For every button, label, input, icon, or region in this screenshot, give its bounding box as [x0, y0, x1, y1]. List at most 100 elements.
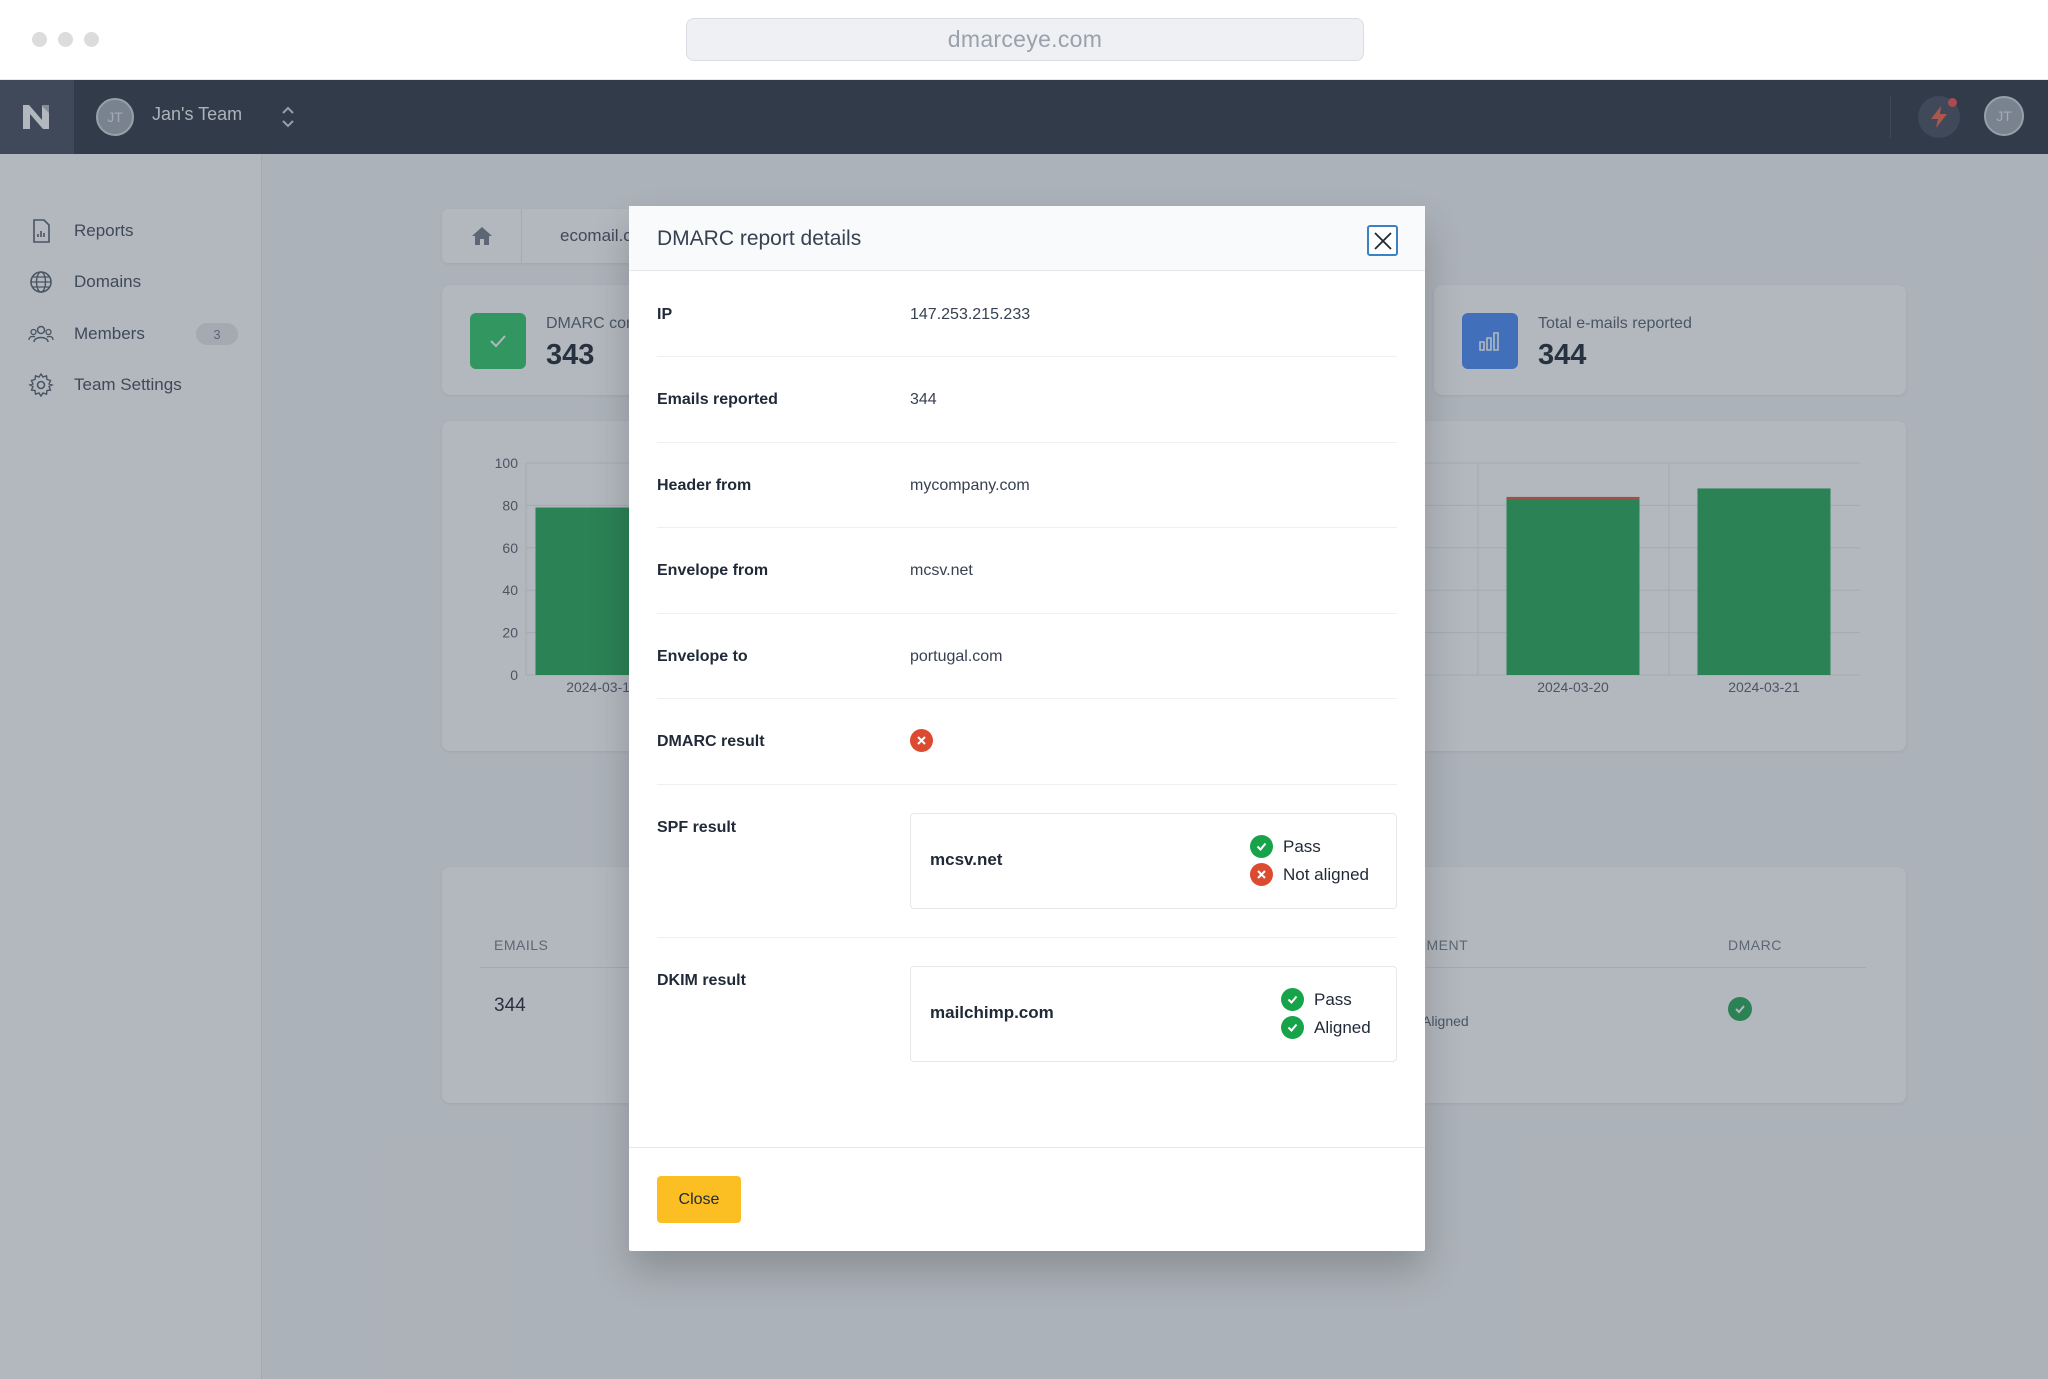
y-tick-label: 100 — [495, 455, 519, 471]
sidebar-item-reports[interactable]: Reports — [28, 214, 238, 248]
close-button[interactable]: Close — [657, 1176, 741, 1223]
report-icon — [33, 219, 50, 243]
row-value: mycompany.com — [910, 477, 1030, 494]
cell-alignment: Aligned — [1422, 1013, 1469, 1029]
detail-row-envelope-from: Envelope from mcsv.net — [657, 528, 1397, 614]
pass-check-icon — [1250, 835, 1273, 858]
modal-footer-divider — [629, 1147, 1425, 1148]
bolt-icon — [1931, 106, 1947, 128]
users-icon — [28, 325, 54, 343]
window-maximize-dot[interactable] — [84, 32, 99, 47]
dkim-pass-status: Pass — [1281, 988, 1352, 1011]
spf-domain: mcsv.net — [930, 850, 1003, 869]
cell-emails: 344 — [494, 995, 526, 1016]
dmarc-report-details-modal: DMARC report details IP 147.253.215.233 … — [629, 206, 1425, 1251]
address-bar[interactable]: dmarceye.com — [686, 18, 1364, 61]
window-close-dot[interactable] — [32, 32, 47, 47]
stat-label: Total e-mails reported — [1538, 315, 1692, 332]
sidebar-item-label: Team Settings — [74, 375, 182, 394]
y-tick-label: 40 — [502, 582, 518, 598]
column-header-dmarc: DMARC — [1728, 937, 1782, 953]
sidebar-item-team-settings[interactable]: Team Settings — [28, 368, 238, 402]
x-tick-label: 2024-03-21 — [1728, 679, 1800, 695]
row-value: mcsv.net — [910, 562, 973, 579]
stat-card-total-emails: Total e-mails reported 344 — [1434, 285, 1906, 395]
close-icon — [1373, 231, 1392, 250]
top-bar: JT Jan's Team JT — [0, 80, 2048, 154]
row-label: Header from — [657, 477, 752, 494]
dkim-domain: mailchimp.com — [930, 1003, 1054, 1022]
app: JT Jan's Team JT Reports — [0, 80, 2048, 1379]
topbar-divider — [1890, 96, 1891, 138]
row-label: DMARC result — [657, 733, 765, 750]
row-label: SPF result — [657, 819, 737, 836]
spf-result-box: mcsv.net Pass Not aligned — [910, 813, 1397, 909]
sidebar-item-label: Reports — [74, 221, 134, 240]
check-icon — [470, 313, 526, 369]
row-label: Envelope from — [657, 562, 769, 579]
spf-status-pass: Pass — [1283, 836, 1321, 856]
row-label: Envelope to — [657, 648, 748, 665]
dkim-status-pass: Pass — [1314, 989, 1352, 1009]
team-name[interactable]: Jan's Team — [152, 104, 243, 124]
user-avatar[interactable]: JT — [1984, 96, 2024, 136]
sidebar-item-members[interactable]: Members 3 — [28, 317, 238, 351]
bar — [1506, 499, 1640, 675]
globe-icon — [30, 271, 52, 293]
row-value: portugal.com — [910, 648, 1003, 665]
row-label: IP — [657, 306, 673, 323]
row-label: DKIM result — [657, 972, 746, 989]
y-tick-label: 80 — [502, 497, 518, 513]
dkim-result-box: mailchimp.com Pass Aligned — [910, 966, 1397, 1062]
detail-row-emails-reported: Emails reported 344 — [657, 357, 1397, 443]
bar — [1697, 488, 1831, 675]
aligned-check-icon — [1281, 1016, 1304, 1039]
notification-badge — [1948, 98, 1957, 107]
y-tick-label: 20 — [502, 625, 518, 641]
browser-chrome: dmarceye.com — [0, 0, 2048, 80]
spf-alignment-status: Not aligned — [1250, 863, 1369, 886]
logo-icon — [23, 105, 49, 129]
modal-title: DMARC report details — [657, 227, 862, 250]
y-tick-label: 60 — [502, 540, 518, 556]
team-avatar[interactable]: JT — [96, 98, 134, 136]
detail-row-envelope-to: Envelope to portugal.com — [657, 614, 1397, 699]
sidebar-item-label: Domains — [74, 272, 142, 291]
dkim-status-aligned: Aligned — [1314, 1017, 1371, 1037]
spf-pass-status: Pass — [1250, 835, 1321, 858]
sidebar-item-domains[interactable]: Domains — [28, 265, 238, 299]
breadcrumb-home[interactable] — [442, 209, 522, 263]
chevron-up-down-icon[interactable] — [280, 102, 296, 132]
detail-row-header-from: Header from mycompany.com — [657, 443, 1397, 528]
x-tick-label: 2024-03-16 — [566, 679, 638, 695]
gear-icon — [28, 372, 54, 398]
detail-row-dkim-result: DKIM result mailchimp.com Pass Aligned — [657, 938, 1397, 1091]
sidebar-item-label: Members — [74, 324, 145, 343]
bar-chart-icon — [1462, 313, 1518, 369]
pass-check-icon — [1281, 988, 1304, 1011]
dmarc-fail-icon — [910, 729, 933, 752]
bar — [1506, 496, 1640, 500]
members-count-badge: 3 — [196, 323, 238, 345]
breadcrumb-current[interactable]: ecomail.cz — [560, 226, 641, 245]
column-header-emails: EMAILS — [494, 937, 549, 953]
row-label: Emails reported — [657, 391, 778, 408]
app-logo[interactable] — [0, 80, 74, 154]
sidebar: Reports Domains Members 3 — [0, 154, 262, 1379]
y-tick-label: 0 — [510, 667, 518, 683]
modal-close-button[interactable] — [1367, 225, 1398, 256]
x-tick-label: 2024-03-20 — [1537, 679, 1609, 695]
row-value: 147.253.215.233 — [910, 306, 1031, 323]
modal-header: DMARC report details — [629, 206, 1425, 271]
row-value: 344 — [910, 391, 937, 408]
window-minimize-dot[interactable] — [58, 32, 73, 47]
not-aligned-x-icon — [1250, 863, 1273, 886]
dkim-alignment-status: Aligned — [1281, 1016, 1371, 1039]
home-icon — [471, 227, 492, 245]
stat-value: 344 — [1538, 339, 1587, 371]
stat-value: 343 — [546, 339, 595, 371]
detail-row-ip: IP 147.253.215.233 — [657, 272, 1397, 357]
detail-row-dmarc-result: DMARC result — [657, 699, 1397, 785]
spf-status-not-aligned: Not aligned — [1283, 864, 1370, 884]
dmarc-pass-icon — [1728, 997, 1752, 1021]
